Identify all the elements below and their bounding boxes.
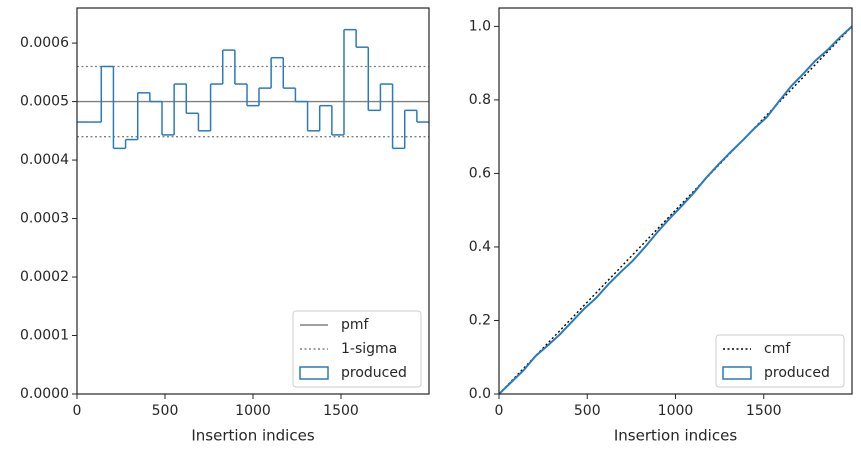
legend-label: cmf xyxy=(764,341,791,357)
y-tick-label: 0.8 xyxy=(469,92,491,108)
x-tick-label: 1000 xyxy=(658,403,694,419)
x-tick-label: 1500 xyxy=(323,403,359,419)
y-tick-label: 0.0005 xyxy=(20,94,69,110)
x-axis-label: Insertion indices xyxy=(614,427,737,445)
y-tick-label: 0.4 xyxy=(469,239,491,255)
x-tick-label: 500 xyxy=(574,403,601,419)
axes-frame xyxy=(498,7,853,395)
y-tick-label: 0.0003 xyxy=(20,211,69,227)
legend-label: produced xyxy=(341,365,407,381)
y-tick-label: 1.0 xyxy=(469,18,491,34)
x-tick-label: 500 xyxy=(152,403,179,419)
x-axis-label: Insertion indices xyxy=(191,427,314,445)
legend-box xyxy=(715,334,845,388)
legend-label: pmf xyxy=(341,317,370,333)
y-tick-label: 0.0 xyxy=(469,386,491,402)
y-tick-label: 0.0002 xyxy=(20,269,69,285)
line xyxy=(498,25,853,395)
y-tick-label: 0.0004 xyxy=(20,152,69,168)
y-tick-label: 0.0001 xyxy=(20,328,69,344)
y-tick-label: 0.0000 xyxy=(20,386,69,402)
x-tick-label: 1000 xyxy=(235,403,271,419)
y-tick-label: 0.2 xyxy=(469,312,491,328)
legend-swatch xyxy=(299,366,329,380)
x-tick-label: 0 xyxy=(495,403,504,419)
line xyxy=(498,25,853,395)
y-tick-label: 0.0006 xyxy=(20,35,69,51)
legend-swatch xyxy=(722,366,752,380)
legend-label: produced xyxy=(764,365,830,381)
legend-box xyxy=(292,310,422,388)
x-tick-label: 1500 xyxy=(746,403,782,419)
legend-label: 1-sigma xyxy=(341,341,397,357)
axes-frame xyxy=(76,7,430,395)
y-tick-label: 0.6 xyxy=(469,165,491,181)
x-tick-label: 0 xyxy=(73,403,82,419)
